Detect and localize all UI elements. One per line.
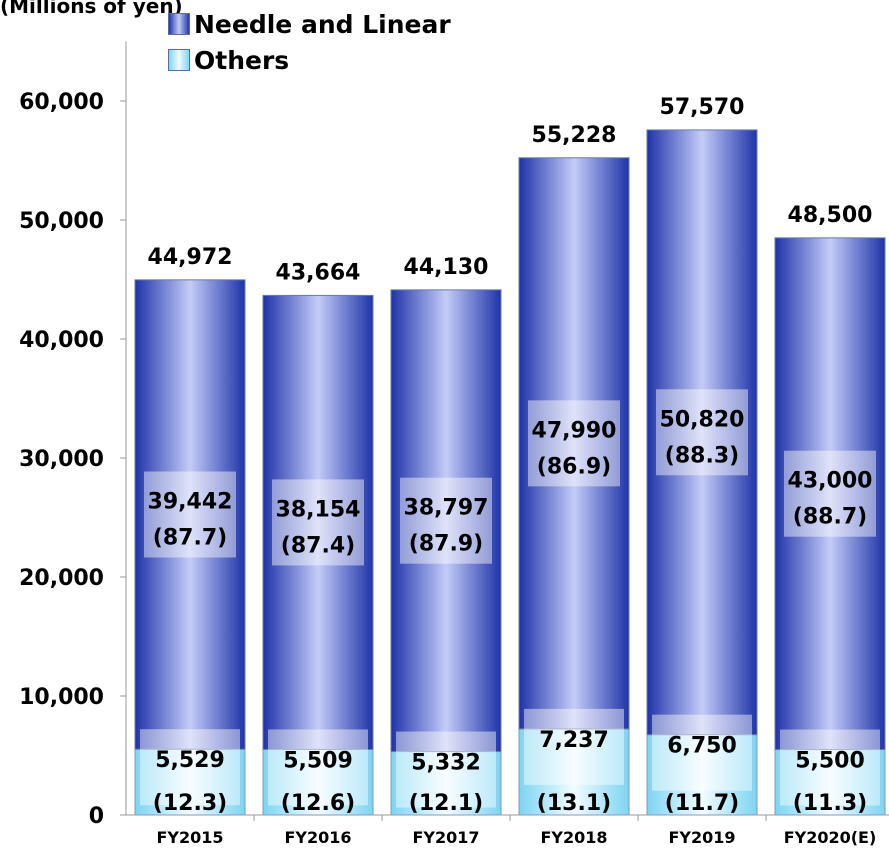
y-tick-label: 20,000 (19, 566, 104, 591)
x-tick-label: FY2015 (156, 828, 223, 847)
needle-value-label: 39,442 (148, 490, 233, 515)
x-tick-label: FY2018 (540, 828, 607, 847)
others-label-box (268, 729, 368, 806)
others-share-label: (12.1) (409, 791, 483, 816)
others-value-label: 6,750 (667, 734, 737, 759)
bar-needle-linear (262, 294, 374, 750)
needle-label-box (784, 450, 876, 537)
legend-swatch-needle-icon (168, 13, 190, 35)
axes: 0 10,000 20,000 30,000 40,000 50,000 60,000 FY2… (19, 41, 889, 847)
others-value-label: 7,237 (539, 728, 609, 753)
legend-label-needle-linear: Needle and Linear (194, 9, 451, 39)
needle-label-box (400, 477, 492, 564)
others-label-box (140, 729, 240, 806)
x-tick-label: FY2020(E) (784, 828, 877, 847)
legend: Needle and Linear Others (168, 6, 451, 78)
legend-swatch-others-icon (168, 49, 190, 71)
bar-others (134, 748, 246, 816)
needle-value-label: 43,000 (788, 469, 873, 494)
bar-needle-linear (134, 279, 246, 750)
needle-share-label: (88.3) (665, 443, 739, 468)
bar-others (518, 728, 630, 816)
others-label-box (780, 729, 880, 806)
others-share-label: (11.7) (665, 791, 739, 816)
needle-label-box (656, 389, 748, 476)
others-value-label: 5,529 (155, 748, 225, 773)
y-tick-label: 10,000 (19, 685, 104, 710)
legend-item-needle-linear: Needle and Linear (168, 6, 451, 42)
needle-value-label: 50,820 (660, 407, 745, 432)
others-share-label: (11.3) (793, 791, 867, 816)
bar-needle-linear (774, 237, 886, 751)
y-tick-label: 50,000 (19, 209, 104, 234)
needle-share-label: (87.9) (409, 532, 483, 557)
needle-label-box (144, 471, 236, 558)
needle-share-label: (87.4) (281, 533, 355, 558)
needle-value-label: 38,154 (276, 497, 361, 522)
y-tick-label: 40,000 (19, 328, 104, 353)
total-label: 44,130 (404, 255, 489, 280)
needle-share-label: (86.9) (537, 454, 611, 479)
others-value-label: 5,500 (795, 749, 865, 774)
bar-others (646, 734, 758, 816)
y-tick-label: 30,000 (19, 447, 104, 472)
needle-share-label: (88.7) (793, 505, 867, 530)
x-tick-label: FY2019 (668, 828, 735, 847)
bar-others (390, 751, 502, 816)
bar-needle-linear (646, 129, 758, 736)
others-label-box (524, 708, 624, 785)
y-tick-label: 60,000 (19, 90, 104, 115)
others-label-box (396, 731, 496, 808)
others-value-label: 5,509 (283, 748, 353, 773)
bar-others (262, 748, 374, 816)
bar-needle-linear (518, 157, 630, 730)
legend-label-others: Others (194, 45, 290, 75)
labels: 39,442 (87.7) 5,529 (12.3) 44,972 38,154 (87.4… (140, 95, 880, 816)
total-label: 48,500 (788, 203, 873, 228)
others-share-label: (12.6) (281, 791, 355, 816)
total-label: 44,972 (148, 245, 233, 270)
others-share-label: (12.3) (153, 791, 227, 816)
total-label: 57,570 (660, 95, 745, 120)
total-label: 43,664 (276, 260, 361, 285)
x-tick-label: FY2016 (284, 828, 351, 847)
others-value-label: 5,332 (411, 751, 481, 776)
bars (134, 129, 886, 816)
needle-label-box (272, 479, 364, 566)
needle-label-box (528, 400, 620, 487)
unit-label: (Millions of yen) (0, 0, 183, 18)
bar-needle-linear (390, 289, 502, 753)
needle-value-label: 38,797 (404, 496, 489, 521)
needle-share-label: (87.7) (153, 526, 227, 551)
y-tick-label: 0 (89, 804, 104, 829)
others-label-box (652, 714, 752, 791)
total-label: 55,228 (532, 123, 617, 148)
x-tick-label: FY2017 (412, 828, 479, 847)
legend-item-others: Others (168, 42, 451, 78)
needle-value-label: 47,990 (532, 418, 617, 443)
others-share-label: (13.1) (537, 791, 611, 816)
